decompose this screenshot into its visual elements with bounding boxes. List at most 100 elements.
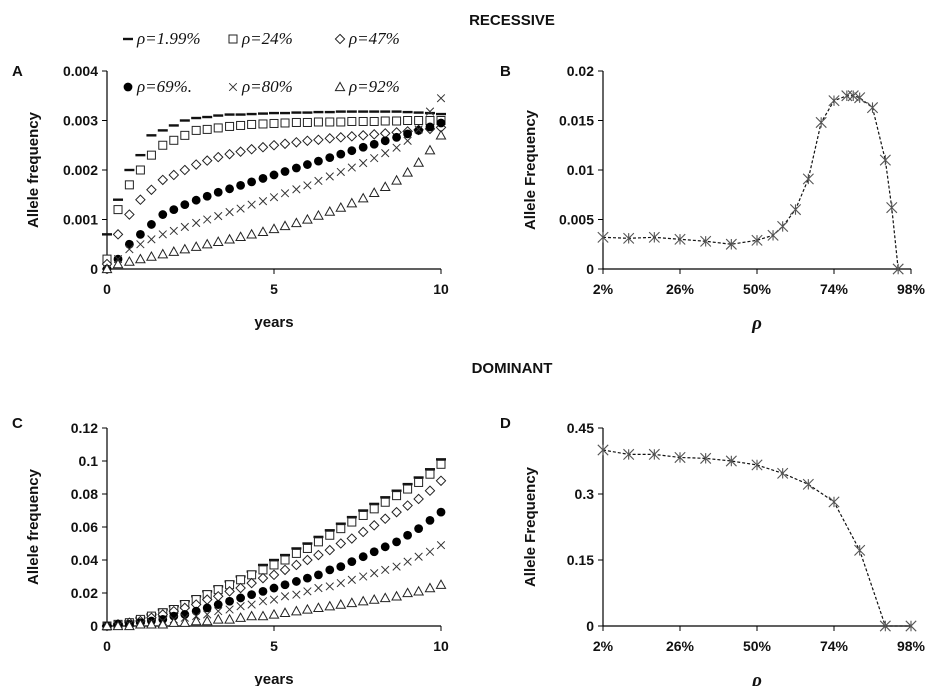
panel-d-series-line xyxy=(602,449,911,627)
panel-a-data-point xyxy=(224,148,235,160)
panel-a-data-point xyxy=(346,197,358,208)
panel-a-x-axis-label: years xyxy=(254,314,293,331)
panel-c-data-point xyxy=(268,608,280,619)
panel-c-data-point xyxy=(269,583,279,593)
panel-c-data-point xyxy=(212,613,224,624)
panel-a-data-point xyxy=(136,240,145,249)
panel-b-ytick-label: 0.005 xyxy=(559,212,594,228)
panel-a-ytick-label: 0.004 xyxy=(63,63,98,79)
legend-marker xyxy=(123,82,133,92)
panel-d-xtick-label: 2% xyxy=(593,638,614,654)
panel-b-data-point xyxy=(725,238,737,250)
panel-a-data-point xyxy=(279,220,291,231)
panel-a-data-point xyxy=(291,163,301,173)
panel-a-data-point xyxy=(235,146,246,157)
panel-c-data-point xyxy=(380,497,390,507)
panel-c-data-point xyxy=(346,533,358,544)
panel-d-ytick-label: 0.3 xyxy=(575,486,595,502)
panel-d-xtick-label: 50% xyxy=(743,638,772,654)
panel-a-y-axis-label: Allele frequency xyxy=(25,111,42,228)
panel-a-data-point xyxy=(158,210,168,219)
panel-a-data-point xyxy=(179,164,191,176)
panel-a-xtick-label: 10 xyxy=(433,281,449,297)
panel-a-data-point xyxy=(257,141,269,153)
panel-a-data-point xyxy=(414,125,424,135)
panel-c-ytick-label: 0 xyxy=(90,618,98,634)
panel-a-data-point xyxy=(112,229,124,240)
panel-d-data-point xyxy=(802,478,814,490)
panel-c-data-point xyxy=(357,595,369,606)
panel-b-xtick-label: 2% xyxy=(593,281,614,297)
panel-c-data-point xyxy=(358,510,368,520)
panel-b-data-point xyxy=(854,92,866,104)
panel-c-data-point xyxy=(336,562,346,571)
panel-c-data-point xyxy=(313,549,324,561)
panel-b-y-axis-label: Allele Frequency xyxy=(522,109,539,230)
panel-b-xtick-label: 50% xyxy=(743,281,772,297)
panel-a-data-point xyxy=(146,150,156,160)
panel-c-data-point xyxy=(246,610,258,621)
panel-a-data-point xyxy=(135,165,145,175)
panel-a-data-point xyxy=(370,153,379,163)
panel-b-xtick-label: 98% xyxy=(897,281,926,297)
panel-c-data-point xyxy=(292,590,301,599)
panel-c-data-point xyxy=(235,582,246,594)
panel-a-data-point xyxy=(192,218,201,228)
panel-c-label: C xyxy=(12,415,23,432)
panel-a-data-point xyxy=(435,129,447,140)
panel-a-label: A xyxy=(12,63,23,80)
panel-b-data-point xyxy=(597,231,609,243)
panel-a-data-point xyxy=(157,174,169,186)
panel-a-data-point xyxy=(246,228,258,239)
panel-c-data-point xyxy=(435,579,447,589)
panel-a-data-point xyxy=(180,130,190,140)
panel-a-data-point xyxy=(391,174,403,185)
panel-b-ytick-label: 0.015 xyxy=(559,113,594,129)
panel-a-data-point xyxy=(336,167,345,177)
panel-c-xtick-label: 5 xyxy=(270,638,278,654)
panel-a-data-point xyxy=(314,156,323,166)
panel-d-data-point xyxy=(700,452,712,464)
panel-b-data-point xyxy=(777,220,789,233)
panel-c-data-point xyxy=(325,530,335,540)
panel-a-data-point xyxy=(236,204,245,213)
panel-c-x-axis-label: years xyxy=(254,671,293,686)
panel-c-data-point xyxy=(112,620,124,631)
panel-a-data-point xyxy=(392,143,401,152)
panel-a-data-point xyxy=(247,119,257,129)
panel-c-data-point xyxy=(324,600,336,611)
panel-c-ytick-label: 0.04 xyxy=(71,552,98,568)
panel-a-data-point xyxy=(123,255,135,266)
panel-b-data-point xyxy=(767,229,779,241)
panel-c-data-point xyxy=(247,590,257,600)
panel-a-data-point xyxy=(201,238,213,249)
panel-c-data-point xyxy=(247,600,256,609)
panel-a-ytick-label: 0 xyxy=(90,261,98,277)
panel-a-data-point xyxy=(380,136,390,146)
panel-c-data-point xyxy=(425,469,435,479)
dominant-heading: DOMINANT xyxy=(472,360,553,377)
panel-b-x-axis-label: ρ xyxy=(751,313,762,334)
panel-a-data-point xyxy=(291,136,302,148)
panel-c-data-point xyxy=(424,485,436,497)
panel-b-data-point xyxy=(879,154,891,166)
panel-b-series-asterisk xyxy=(597,90,904,275)
panel-c-data-point xyxy=(291,548,301,558)
panel-a-data-point xyxy=(325,153,335,163)
panel-a-data-point xyxy=(347,116,357,126)
panel-b-series-line xyxy=(602,95,899,270)
panel-a-data-point xyxy=(247,177,257,187)
panel-a-data-point xyxy=(202,191,212,201)
panel-c-ytick-label: 0.08 xyxy=(71,486,98,502)
panel-c-data-point xyxy=(391,590,403,601)
panel-a-data-point xyxy=(169,135,179,145)
panel-a-series-cross xyxy=(102,94,446,274)
panel-a-data-point xyxy=(403,129,412,139)
panel-c-data-point xyxy=(346,597,358,608)
panel-a-data-point xyxy=(258,197,268,206)
panel-a-data-point xyxy=(212,151,224,163)
panel-a-data-point xyxy=(225,207,234,217)
panel-c-data-point xyxy=(303,573,312,583)
panel-c-series-diamond xyxy=(101,475,447,632)
